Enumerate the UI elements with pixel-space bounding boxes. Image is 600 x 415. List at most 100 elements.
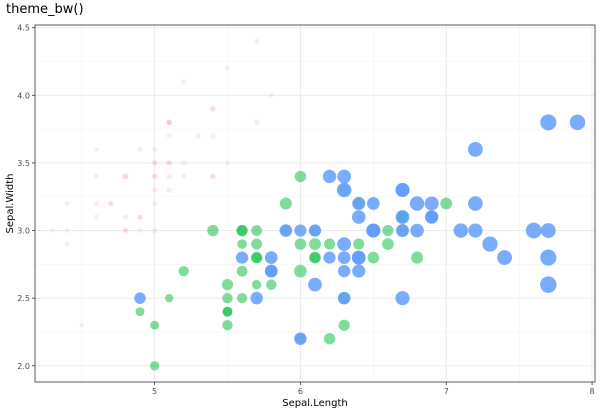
data-point [166,160,172,166]
data-point [411,251,424,264]
data-point [540,223,556,238]
x-tick-label: 5 [152,387,157,396]
data-point [149,361,160,371]
data-point [468,196,483,211]
data-point [108,200,114,207]
data-point [309,238,321,251]
data-point [279,197,292,210]
data-point [250,291,263,305]
grid-layer [35,25,595,382]
data-point [337,291,351,305]
data-point [93,173,99,179]
data-point [337,169,352,184]
data-point [152,146,158,152]
data-point [137,214,143,220]
data-point [207,224,219,237]
data-point [236,293,248,304]
data-point [64,228,70,233]
data-point [525,222,542,239]
data-point [151,227,158,234]
data-point [181,160,187,166]
data-point [122,173,129,180]
data-point [351,210,366,224]
data-point [166,133,172,139]
data-point [152,173,158,180]
data-point [323,251,336,264]
data-point [122,228,128,234]
data-point [151,160,158,166]
data-point [309,251,321,264]
data-point [395,291,410,306]
data-point [409,196,425,211]
data-point [94,147,99,152]
data-point [482,236,498,252]
data-point [166,119,172,125]
data-point [366,197,380,210]
data-point [308,277,322,292]
data-point [122,214,129,220]
x-tick-label: 8 [590,387,595,396]
data-point [322,169,337,184]
data-point [64,241,70,247]
data-point [225,160,230,166]
data-point [152,201,157,206]
data-point [424,196,439,211]
data-point [166,160,172,166]
data-point [237,239,247,249]
x-axis-title: Sepal.Length [282,398,347,409]
data-point [367,251,380,264]
data-point [93,201,99,206]
data-point [236,225,248,236]
data-point [150,320,160,330]
data-point [210,173,216,180]
data-point [181,173,187,179]
data-point [395,182,410,197]
data-point [353,238,365,250]
data-point [122,228,128,234]
data-point [152,160,157,166]
data-point [294,332,307,345]
data-point [122,173,129,180]
data-point [251,279,262,290]
data-point [181,79,187,85]
plot-title: theme_bw() [6,2,84,17]
data-point [108,201,114,206]
data-point [569,114,586,131]
data-point [137,146,143,152]
data-point [453,223,469,238]
data-point [323,333,336,345]
data-point [324,238,336,250]
data-point [222,306,233,317]
data-point [425,210,439,224]
data-point [236,265,248,277]
data-point [497,250,512,265]
data-point [294,264,307,278]
data-point [337,251,351,264]
data-point [294,238,307,250]
data-point [210,106,216,112]
y-axis-title: Sepal.Width [5,174,16,234]
data-point [178,266,189,277]
data-point [395,210,410,224]
data-point [251,252,262,263]
data-point [166,187,172,193]
panel-border [34,24,596,383]
data-point [352,196,366,211]
data-point [222,320,233,331]
y-tick-label: 2.0 [17,362,30,371]
data-point [268,93,274,98]
data-point [337,237,352,251]
data-point [165,294,174,303]
y-tick-label: 3.5 [17,159,30,168]
data-point [352,264,366,278]
data-point [410,223,424,238]
data-point [254,38,260,44]
data-point [166,173,172,180]
data-point [135,307,145,317]
x-tick-label: 6 [298,387,303,396]
data-point [137,228,143,234]
data-point [540,114,557,131]
y-tick-label: 3.0 [17,227,30,236]
